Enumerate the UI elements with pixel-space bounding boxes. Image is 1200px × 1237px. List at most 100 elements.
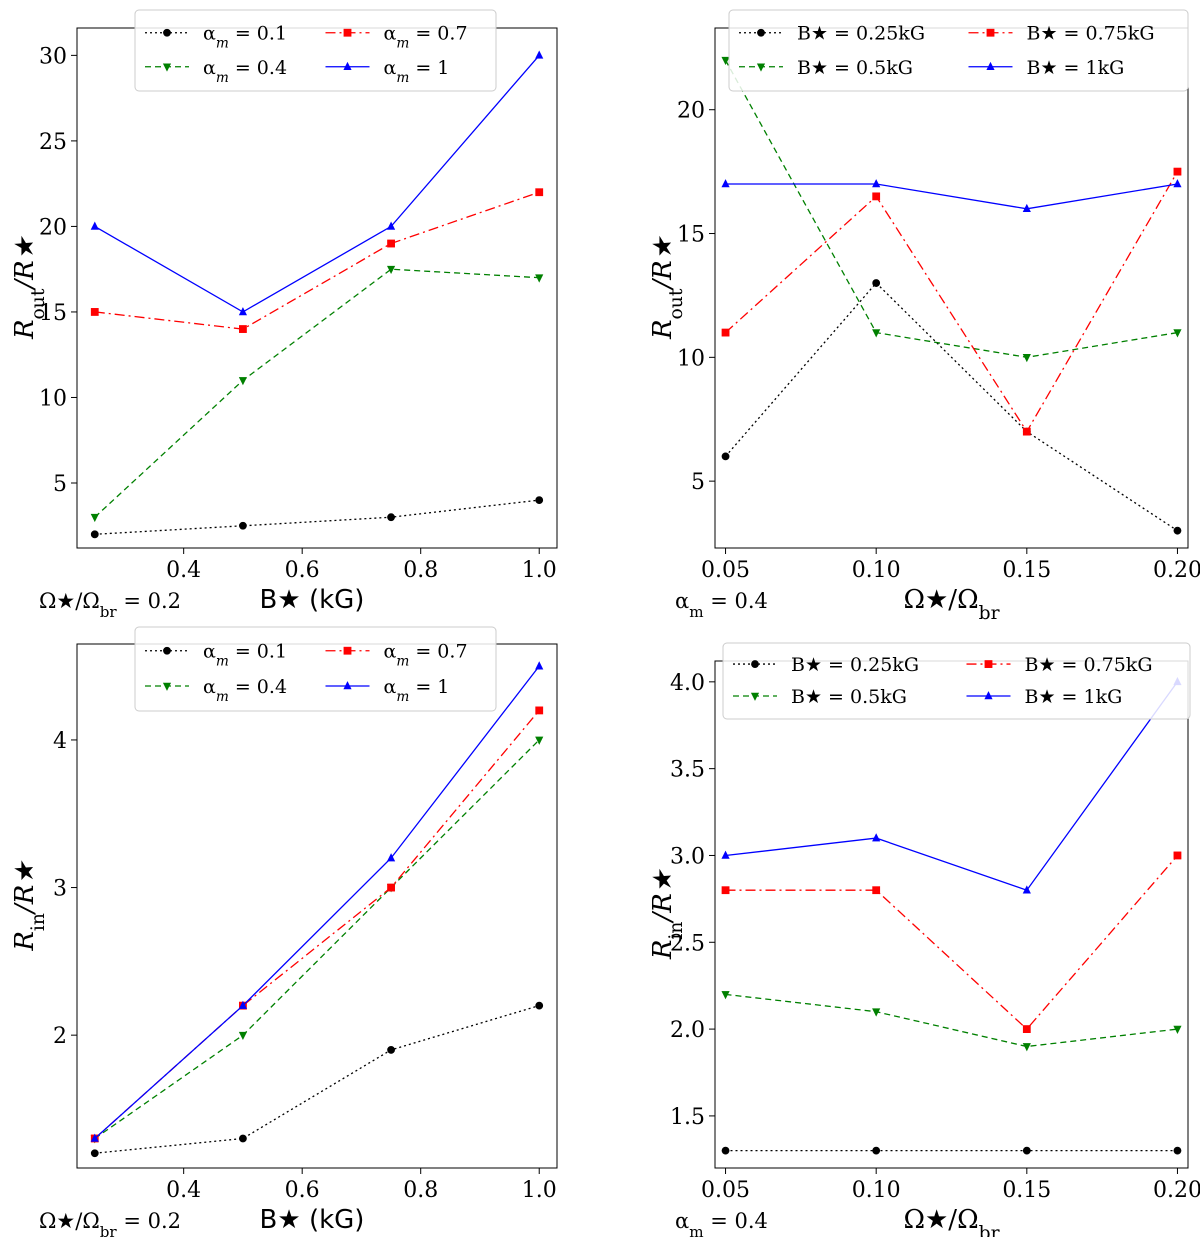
y-tick-label: 4 <box>53 729 67 754</box>
chart-panel-top-left: 5 10 15 20 25 30 0.4 0.6 0.8 1.0 Rout/R★ B★ (kG) Ω★/… <box>10 9 558 621</box>
legend-swatch-marker <box>757 28 765 37</box>
series-3 <box>721 179 1182 213</box>
legend-swatch-marker <box>343 646 352 655</box>
series-3 <box>90 661 544 1142</box>
legend-swatch-marker <box>343 61 352 71</box>
legend-swatch-marker <box>984 691 993 700</box>
x-tick-label: 1.0 <box>522 558 557 583</box>
data-point <box>721 886 730 895</box>
data-point <box>90 1149 99 1158</box>
y-tick-label: 5 <box>691 470 705 495</box>
data-point <box>872 329 881 338</box>
legend-label: αm = 1 <box>384 57 450 86</box>
legend-label: B★ = 0.25kG <box>797 23 925 45</box>
data-point <box>239 521 247 530</box>
data-point <box>535 496 544 505</box>
legend-swatch-marker <box>756 63 766 72</box>
series-3 <box>90 50 544 316</box>
legend-label: αm = 0.4 <box>203 676 287 705</box>
legend-label: B★ = 0.75kG <box>1027 23 1155 45</box>
x-tick-label: 0.6 <box>285 558 320 583</box>
plot-frame <box>714 660 1189 1169</box>
data-point <box>239 1134 247 1143</box>
x-tick-label: 0.20 <box>1153 1178 1200 1203</box>
data-point <box>238 307 248 316</box>
y-tick-label: 30 <box>39 44 67 69</box>
series-2 <box>721 851 1182 1033</box>
series-1 <box>90 265 544 523</box>
data-point <box>721 991 730 1000</box>
data-point <box>387 239 395 248</box>
series-2 <box>721 167 1182 436</box>
series-line <box>94 499 540 535</box>
series-1 <box>721 56 1182 363</box>
y-tick-label: 20 <box>39 215 67 240</box>
x-tick-label: 0.4 <box>166 558 201 583</box>
legend-label: B★ = 0.25kG <box>791 654 919 676</box>
data-point <box>721 179 730 188</box>
data-point <box>1173 329 1182 338</box>
series-line <box>94 191 540 330</box>
x-tick-label: 0.15 <box>1002 1178 1051 1203</box>
data-point <box>90 308 99 316</box>
data-point <box>386 265 396 275</box>
chart-panel-bottom-left: 2 3 4 0.4 0.6 0.8 1.0 Rin/R★ B★ (kG) Ω★/Ωbr = 0.2… <box>10 626 558 1237</box>
legend-label: αm = 0.7 <box>384 641 468 670</box>
panel-annotation: αm = 0.4 <box>675 589 768 621</box>
data-point <box>721 1146 730 1155</box>
data-point <box>1022 885 1031 894</box>
legend-label: αm = 0.4 <box>203 57 287 86</box>
legend-label: B★ = 0.5kG <box>791 686 907 708</box>
x-tick-label: 0.8 <box>403 1178 438 1203</box>
y-tick-label: 3.0 <box>670 844 705 869</box>
data-point <box>721 850 730 859</box>
data-point <box>535 50 544 59</box>
y-axis-label: Rin/R★ <box>648 868 687 960</box>
data-point <box>387 1046 395 1054</box>
data-point <box>386 853 396 862</box>
legend-swatch-marker <box>162 63 172 72</box>
series-line <box>94 1004 540 1154</box>
data-point <box>1022 1043 1031 1052</box>
data-point <box>90 513 99 523</box>
legend: B★ = 0.25kG B★ = 0.5kG B★ = 0.75kG B★ = 1kG <box>722 642 1191 720</box>
data-point <box>239 325 247 333</box>
data-point <box>90 221 99 230</box>
panel-annotation: αm = 0.4 <box>675 1209 768 1237</box>
series-line <box>725 171 1179 433</box>
data-point <box>535 661 544 670</box>
series-line <box>725 993 1178 1048</box>
data-point <box>535 274 544 283</box>
chart-panel-top-right: 5 10 15 20 0.05 0.10 0.15 0.20 Rout/R★ Ω★/Ωbr αm =… <box>648 9 1200 624</box>
data-point <box>238 1031 248 1041</box>
x-tick-label: 0.4 <box>166 1178 201 1203</box>
data-point <box>721 56 730 66</box>
series-line <box>725 855 1178 1031</box>
series-line <box>724 59 1178 358</box>
x-tick-label: 1.0 <box>522 1178 557 1203</box>
data-point <box>872 179 881 188</box>
data-point <box>386 221 396 230</box>
x-tick-label: 0.6 <box>285 1178 320 1203</box>
data-point <box>535 1001 544 1010</box>
legend-swatch-marker <box>750 692 760 701</box>
data-point <box>1173 851 1182 860</box>
panel-annotation: Ω★/Ωbr = 0.2 <box>39 589 181 621</box>
legend-box <box>722 642 1191 720</box>
data-point <box>872 192 881 201</box>
y-tick-label: 3 <box>53 877 67 902</box>
x-axis-label: Ω★/Ωbr <box>903 585 999 624</box>
plot-frame <box>76 27 558 549</box>
data-point <box>872 1146 881 1155</box>
y-tick-label: 10 <box>677 346 705 371</box>
y-tick-label: 2.5 <box>670 931 705 956</box>
y-tick-label: 20 <box>677 99 705 124</box>
y-tick-label: 5 <box>53 472 67 497</box>
legend-label: αm = 0.7 <box>384 23 468 52</box>
x-axis-label: B★ (kG) <box>260 1205 365 1235</box>
legend-label: B★ = 0.5kG <box>797 57 913 79</box>
data-point <box>721 328 730 337</box>
series-0 <box>90 1001 544 1158</box>
data-point <box>872 886 881 895</box>
legend-label: B★ = 1kG <box>1025 686 1123 708</box>
